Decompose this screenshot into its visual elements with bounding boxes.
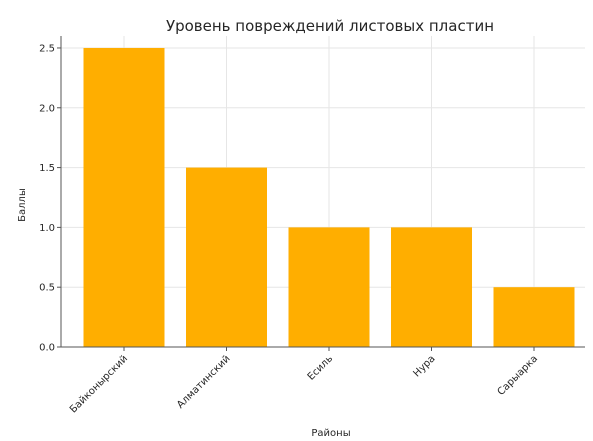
- x-axis-label: Районы: [311, 428, 350, 439]
- y-tick-label: 2.0: [39, 103, 55, 114]
- bar: [83, 47, 165, 347]
- bar: [186, 167, 267, 347]
- axes: [60, 36, 585, 348]
- bar: [391, 227, 472, 347]
- x-tick-label: Нура: [412, 353, 438, 379]
- y-tick-label: 0.5: [39, 283, 55, 294]
- bar: [288, 227, 370, 347]
- bars: [83, 47, 575, 347]
- x-tick-label: Байконырский: [68, 353, 130, 415]
- x-tick-label: Есиль: [306, 353, 335, 382]
- y-axis-label: Баллы: [17, 188, 28, 222]
- y-tick-label: 0.0: [39, 343, 55, 354]
- x-tick-label: Алматинский: [175, 353, 232, 410]
- bar: [493, 287, 575, 347]
- y-tick-label: 1.0: [39, 223, 55, 234]
- y-tick-label: 1.5: [39, 163, 55, 174]
- y-ticks: 0.0 0.5 1.0 1.5 2.0 2.5: [39, 43, 61, 354]
- chart-title: Уровень повреждений листовых пластин: [166, 17, 494, 35]
- x-tick-label: Сарыарка: [496, 353, 541, 398]
- y-tick-label: 2.5: [39, 43, 55, 54]
- x-ticks: Байконырский Алматинский Есиль Нура Сарыарка: [68, 347, 540, 416]
